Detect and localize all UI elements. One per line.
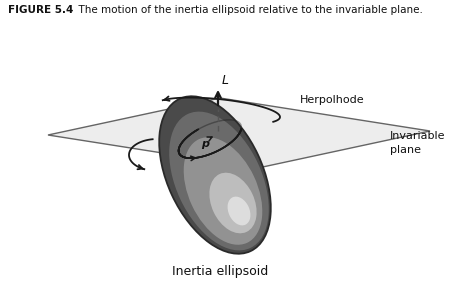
Ellipse shape <box>184 137 262 245</box>
Text: FIGURE 5.4: FIGURE 5.4 <box>8 5 73 15</box>
Polygon shape <box>48 98 430 168</box>
Text: Invariable
plane: Invariable plane <box>390 131 446 155</box>
Ellipse shape <box>169 112 269 250</box>
Ellipse shape <box>159 96 271 254</box>
Ellipse shape <box>228 197 250 225</box>
Text: L: L <box>222 74 229 87</box>
Text: Inertia ellipsoid: Inertia ellipsoid <box>172 265 268 278</box>
Text: Herpolhode: Herpolhode <box>300 95 365 105</box>
Ellipse shape <box>210 173 256 233</box>
Text: p: p <box>201 139 209 149</box>
Text: The motion of the inertia ellipsoid relative to the invariable plane.: The motion of the inertia ellipsoid rela… <box>72 5 423 15</box>
